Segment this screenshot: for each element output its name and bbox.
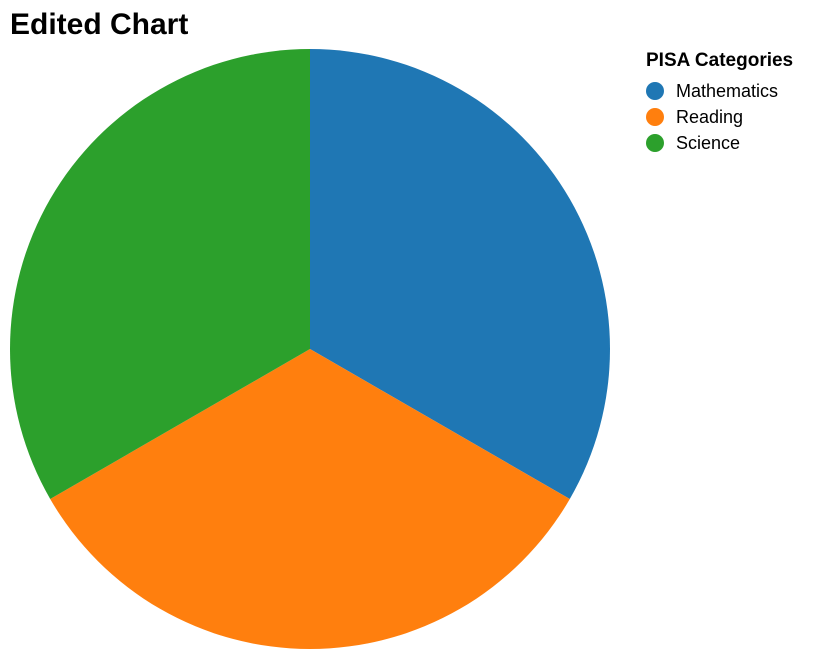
legend: PISA Categories Mathematics Reading Scie… bbox=[646, 50, 793, 156]
pie-slice-mathematics bbox=[310, 49, 610, 499]
legend-label-science: Science bbox=[676, 132, 741, 153]
legend-swatch-reading bbox=[646, 108, 664, 126]
pie-slice-science bbox=[9, 49, 310, 499]
legend-item-science: Science bbox=[646, 130, 793, 156]
legend-swatch-science bbox=[646, 134, 664, 152]
legend-item-mathematics: Mathematics bbox=[646, 78, 793, 104]
legend-title: PISA Categories bbox=[646, 50, 794, 71]
chart-title: Edited Chart bbox=[10, 8, 189, 41]
legend-item-reading: Reading bbox=[646, 104, 793, 130]
legend-swatch-mathematics bbox=[646, 82, 664, 100]
legend-label-mathematics: Mathematics bbox=[676, 80, 779, 101]
legend-label-reading: Reading bbox=[676, 106, 744, 127]
